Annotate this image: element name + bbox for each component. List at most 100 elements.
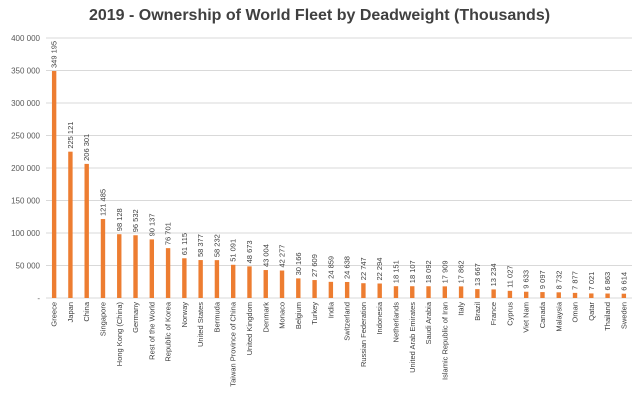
y-tick-label: 50 000	[16, 262, 41, 271]
bar	[491, 289, 496, 298]
bar	[312, 280, 317, 298]
data-label: 58 377	[196, 234, 205, 257]
data-label: 18 151	[391, 260, 400, 283]
bar	[230, 264, 236, 298]
data-label: 18 107	[408, 260, 417, 283]
data-label: 24 859	[326, 256, 335, 279]
data-label: 13 667	[473, 263, 482, 286]
data-label: 61 115	[180, 233, 189, 255]
bar	[589, 293, 594, 298]
bar	[605, 293, 610, 298]
bar	[263, 270, 268, 298]
y-tick-label: 300 000	[11, 99, 40, 108]
data-label: 17 862	[457, 260, 466, 283]
data-label: 98 128	[115, 208, 124, 231]
data-label: 6 863	[603, 272, 612, 291]
data-label: 18 092	[424, 260, 433, 283]
x-tick-label: Belgium	[294, 302, 303, 329]
data-label: 43 004	[261, 244, 270, 267]
y-tick-label: 400 000	[11, 34, 40, 43]
x-tick-label: United Kingdom	[245, 302, 254, 355]
data-label: 6 614	[619, 272, 628, 291]
y-tick-label: 100 000	[11, 229, 40, 238]
data-label: 9 633	[522, 270, 531, 289]
data-label: 24 638	[343, 256, 352, 279]
bar	[507, 290, 513, 298]
bar	[182, 258, 187, 298]
x-tick-label: Switzerland	[343, 302, 352, 341]
x-tick-label: Netherlands	[391, 302, 400, 343]
data-label: 9 097	[538, 270, 547, 289]
x-tick-label: Turkey	[310, 302, 319, 325]
data-label: 48 673	[245, 240, 254, 263]
y-tick-label: -	[37, 294, 40, 303]
x-tick-label: Rest of the World	[147, 302, 156, 360]
bar	[344, 281, 350, 298]
data-label: 90 137	[147, 213, 156, 236]
x-tick-label: France	[489, 302, 498, 325]
data-label: 8 732	[554, 271, 563, 290]
bar	[426, 286, 431, 298]
x-tick-label: Oman	[571, 302, 580, 322]
data-label: 7 877	[571, 271, 580, 290]
bar	[458, 286, 464, 298]
bar	[328, 281, 334, 298]
bar	[214, 260, 220, 298]
bar	[410, 286, 415, 298]
x-tick-label: Denmark	[261, 302, 270, 333]
data-label: 22 747	[359, 257, 368, 280]
x-tick-label: United Arab Emirates	[408, 302, 417, 373]
bar	[621, 293, 627, 298]
x-tick-label: Qatar	[587, 302, 596, 321]
data-label: 225 121	[66, 122, 75, 149]
bar	[377, 283, 382, 298]
bar	[523, 291, 529, 298]
x-tick-label: Bermuda	[212, 301, 221, 332]
x-tick-label: Singapore	[98, 302, 107, 336]
bar	[279, 270, 285, 298]
x-tick-label: Thailand	[603, 302, 612, 331]
x-tick-label: Saudi Arabia	[424, 301, 433, 344]
data-label: 27 609	[310, 254, 319, 277]
bar	[296, 278, 301, 298]
x-tick-label: India	[326, 301, 335, 318]
y-tick-label: 350 000	[11, 67, 40, 76]
data-label: 349 195	[50, 41, 59, 68]
data-label: 121 485	[98, 189, 107, 216]
y-tick-label: 200 000	[11, 164, 40, 173]
x-tick-label: Russian Federation	[359, 302, 368, 367]
x-tick-label: Islamic Republic of Iran	[440, 302, 449, 380]
x-tick-label: Norway	[180, 302, 189, 328]
data-label: 17 909	[440, 260, 449, 283]
bar	[556, 292, 561, 298]
x-tick-label: China	[82, 301, 91, 321]
bar	[198, 260, 203, 298]
x-tick-label: Malaysia	[554, 301, 563, 331]
x-tick-label: Greece	[50, 302, 59, 327]
data-label: 11 027	[505, 265, 514, 287]
bar	[51, 71, 57, 298]
bar	[393, 286, 399, 298]
bar	[68, 151, 73, 298]
x-tick-label: Taiwan Province of China	[229, 301, 238, 386]
bar	[117, 234, 122, 298]
y-tick-label: 150 000	[11, 197, 40, 206]
data-label: 206 301	[82, 134, 91, 161]
x-tick-label: Cyprus	[505, 302, 514, 326]
x-tick-label: Sweden	[619, 302, 628, 329]
bar	[247, 266, 252, 298]
bar	[361, 283, 366, 298]
x-tick-label: Japan	[66, 302, 75, 322]
x-tick-label: Germany	[131, 302, 140, 333]
x-tick-label: Republic of Korea	[164, 301, 173, 361]
data-label: 76 701	[164, 222, 173, 245]
data-label: 7 021	[587, 272, 596, 291]
bar	[165, 248, 171, 298]
data-label: 22 294	[375, 258, 384, 281]
bar	[572, 292, 578, 298]
x-tick-label: Viet Nam	[522, 302, 531, 333]
bar	[84, 163, 89, 298]
x-tick-label: United States	[196, 302, 205, 347]
